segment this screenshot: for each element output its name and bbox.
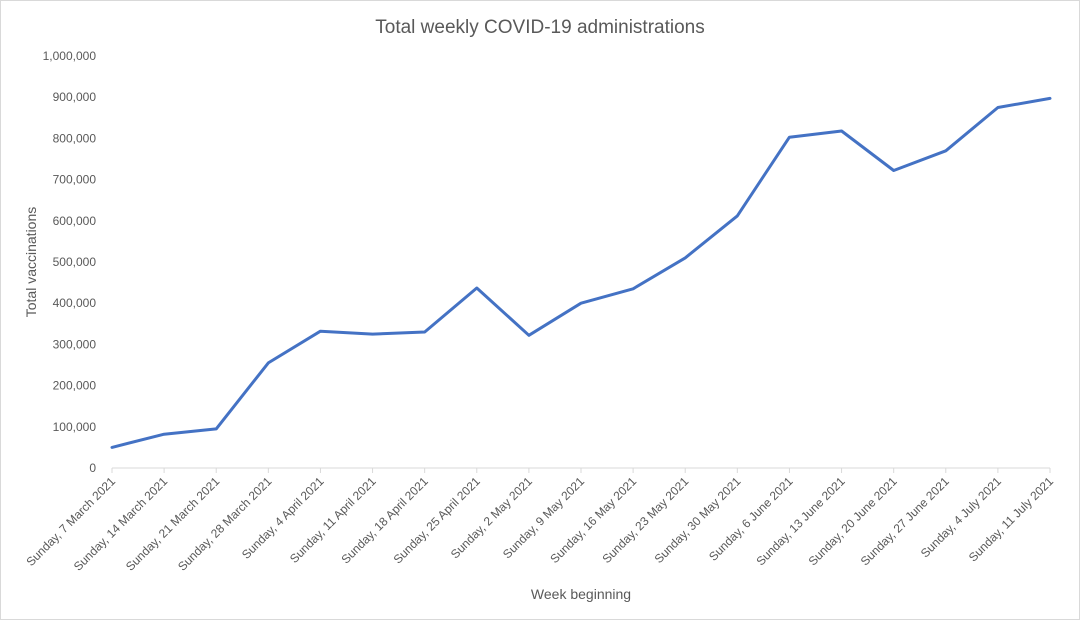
- x-tick-label: Sunday, 28 March 2021: [175, 474, 275, 574]
- y-axis-title: Total vaccinations: [23, 207, 39, 318]
- series-layer: [110, 96, 1052, 449]
- y-tick-label: 200,000: [53, 379, 97, 393]
- y-tick-label: 400,000: [53, 296, 97, 310]
- x-tick-label: Sunday, 7 March 2021: [23, 474, 118, 569]
- x-tick-label: Sunday, 30 May 2021: [652, 474, 744, 566]
- x-tick-label: Sunday, 14 March 2021: [71, 474, 171, 574]
- chart-title: Total weekly COVID-19 administrations: [375, 17, 704, 38]
- y-tick-label: 500,000: [53, 255, 97, 269]
- x-tick-label: Sunday, 16 May 2021: [547, 474, 639, 566]
- y-axis-ticks: 0 100,000 200,000 300,000 400,000 500,000 600,…: [43, 49, 97, 475]
- x-tick-label: Sunday, 13 June 2021: [753, 474, 847, 568]
- series-line: [110, 96, 1052, 449]
- x-axis: [111, 467, 1051, 473]
- x-tick-label: Sunday, 23 May 2021: [600, 474, 692, 566]
- x-tick-label: Sunday, 27 June 2021: [858, 474, 952, 568]
- y-tick-label: 600,000: [53, 214, 97, 228]
- y-tick-label: 1,000,000: [43, 49, 97, 63]
- y-tick-label: 700,000: [53, 173, 97, 187]
- y-tick-label: 100,000: [53, 420, 97, 434]
- x-tick-label: Sunday, 20 June 2021: [806, 474, 900, 568]
- x-tick-label: Sunday, 21 March 2021: [123, 474, 223, 574]
- y-tick-label: 0: [89, 461, 96, 475]
- x-axis-title: Week beginning: [531, 586, 631, 602]
- x-tick-label: Sunday, 11 April 2021: [287, 474, 379, 566]
- x-tick-label: Sunday, 18 April 2021: [338, 474, 431, 567]
- y-tick-label: 900,000: [53, 90, 97, 104]
- y-tick-label: 800,000: [53, 131, 97, 145]
- x-tick-label: Sunday, 25 April 2021: [391, 474, 484, 567]
- y-tick-label: 300,000: [53, 337, 97, 351]
